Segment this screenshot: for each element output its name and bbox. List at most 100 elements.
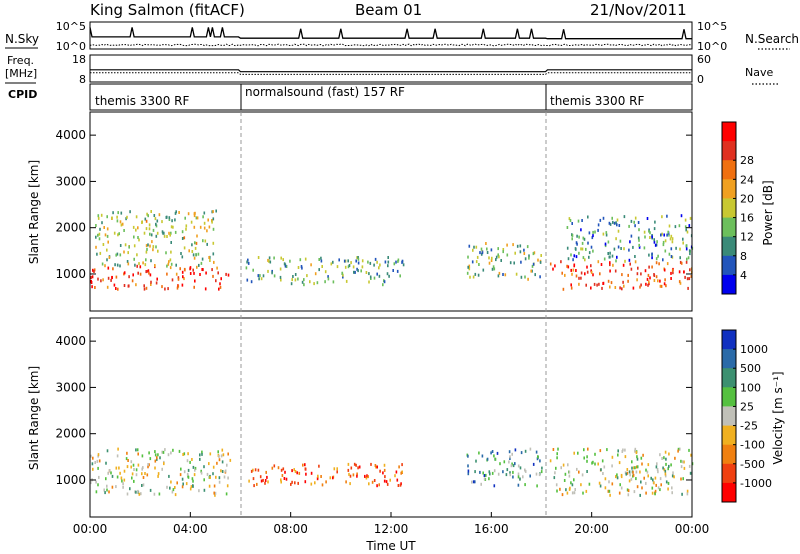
scatter-cell-458 [636, 455, 638, 459]
colorbar-swatch-2 [722, 160, 736, 180]
scatter-cell-185 [200, 471, 203, 475]
scatter-cell-648 [661, 232, 663, 236]
scatter-cell-419 [660, 483, 662, 487]
scatter-cell-757 [666, 233, 668, 237]
scatter-cell-509 [566, 264, 568, 268]
scatter-cell-718 [649, 231, 651, 235]
scatter-cell-441 [594, 452, 596, 456]
scatter-cell-527 [672, 271, 674, 275]
scatter-cell-574 [623, 284, 625, 288]
scatter-cell-367 [343, 259, 346, 263]
scatter-cell-316 [260, 277, 263, 281]
scatter-cell-94 [178, 211, 180, 214]
scatter-cell-51 [134, 490, 136, 494]
scatter-cell-120 [178, 449, 181, 453]
scatter-cell-379 [586, 455, 588, 459]
scatter-cell-676 [602, 232, 605, 236]
scatter-cell-247 [202, 239, 204, 243]
scatter-cell-141 [170, 262, 173, 266]
scatter-cell-242 [185, 227, 187, 231]
scatter-cell-478 [576, 467, 578, 471]
cpid-segment-2: normalsound (fast) 157 RF [245, 85, 405, 99]
scatter-cell-397 [620, 486, 623, 490]
scatter-cell-382 [562, 463, 565, 467]
scatter-cell-264 [291, 480, 293, 484]
scatter-cell-419 [468, 267, 471, 271]
scatter-cell-220 [154, 217, 157, 221]
scatter-cell-755 [616, 223, 618, 227]
scatter-cell-264 [212, 210, 214, 214]
scatter-cell-496 [607, 279, 610, 283]
scatter-cell-424 [519, 250, 522, 254]
scatter-cell-261 [196, 216, 199, 220]
scatter-cell-426 [520, 275, 523, 279]
scatter-cell-658 [668, 224, 671, 228]
scatter-cell-226 [283, 477, 286, 480]
scatter-cell-275 [127, 251, 129, 255]
scatter-cell-436 [466, 271, 469, 275]
scatter-cell-254 [188, 249, 190, 253]
scatter-cell-33 [203, 478, 205, 482]
scatter-cell-45 [179, 267, 181, 271]
scatter-cell-90 [215, 279, 217, 283]
scatter-cell-394 [262, 274, 265, 278]
scatter-cell-683 [634, 216, 637, 220]
scatter-cell-680 [671, 237, 674, 241]
scatter-cell-452 [585, 489, 588, 493]
scatter-cell-117 [125, 457, 128, 461]
scatter-cell-547 [570, 286, 573, 290]
scatter-cell-253 [168, 260, 170, 264]
scatter-cell-174 [224, 469, 227, 473]
scatter-cell-526 [679, 281, 682, 285]
scatter-cell-616 [566, 246, 569, 250]
colorbar-tick-label-6: -500 [740, 458, 765, 471]
scatter-cell-410 [680, 477, 682, 481]
scatter-cell-257 [305, 472, 307, 476]
scatter-cell-613 [617, 229, 620, 233]
scatter-cell-51 [182, 275, 184, 279]
scatter-cell-715 [607, 240, 610, 244]
scatter-cell-605 [663, 233, 665, 237]
scatter-cell-345 [353, 270, 355, 274]
scatter-cell-453 [472, 248, 474, 252]
scatter-cell-545 [640, 272, 642, 276]
scatter-cell-240 [398, 465, 400, 469]
colorbar-tick-label-4: 20 [740, 192, 754, 205]
x-tick-label-5: 20:00 [574, 522, 609, 536]
scatter-cell-310 [503, 460, 506, 464]
scatter-cell-252 [169, 233, 171, 237]
colorbar-swatch-5 [722, 425, 736, 446]
scatter-cell-36 [139, 272, 142, 276]
scatter-cell-482 [530, 269, 532, 273]
scatter-cell-434 [478, 263, 480, 266]
scatter-cell-446 [636, 457, 639, 461]
scatter-cell-479 [497, 274, 500, 278]
scatter-cell-285 [401, 463, 403, 467]
scatter-cell-413 [486, 247, 488, 251]
colorbar-tick-label-0: 4 [740, 269, 747, 282]
scatter-cell-374 [651, 491, 654, 495]
scatter-cell-508 [664, 450, 667, 454]
scatter-cell-470 [599, 449, 602, 453]
scatter-cell-378 [395, 260, 397, 264]
scatter-cell-79 [161, 467, 163, 471]
scatter-cell-762 [587, 241, 589, 245]
scatter-cell-422 [502, 248, 505, 251]
scatter-cell-16 [193, 285, 195, 289]
scatter-cell-326 [289, 259, 291, 263]
scatter-cell-55 [214, 491, 217, 495]
scatter-cell-655 [657, 254, 659, 258]
scatter-cell-688 [671, 240, 674, 244]
scatter-cell-19 [227, 273, 230, 277]
scatter-cell-103 [98, 475, 100, 479]
scatter-cell-105 [195, 216, 198, 220]
scatter-cell-236 [215, 209, 217, 213]
scatter-cell-379 [268, 259, 270, 263]
scatter-cell-380 [259, 274, 261, 278]
scatter-cell-309 [360, 269, 362, 273]
scatter-cell-222 [252, 477, 255, 481]
scatter-cell-535 [598, 282, 600, 286]
scatter-cell-198 [174, 230, 177, 234]
scatter-cell-6 [93, 268, 96, 272]
scatter-cell-768 [686, 230, 689, 234]
